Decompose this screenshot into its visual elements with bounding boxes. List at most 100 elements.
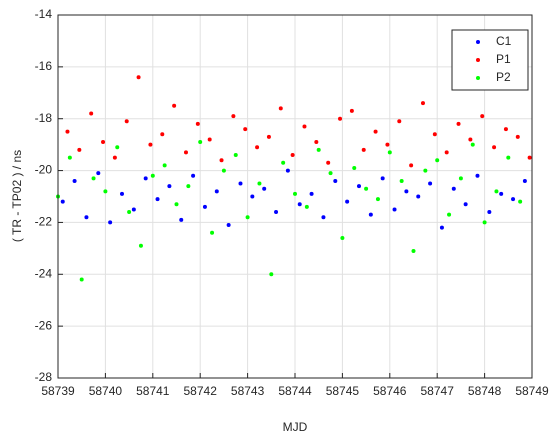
data-point <box>221 168 226 173</box>
data-point <box>269 272 274 277</box>
x-tick-label: 58747 <box>421 384 455 398</box>
data-point <box>492 145 497 150</box>
data-point <box>131 207 136 212</box>
data-point <box>321 215 326 220</box>
data-point <box>138 243 143 248</box>
data-point <box>115 145 120 150</box>
data-point <box>439 225 444 230</box>
data-point <box>112 155 117 160</box>
data-point <box>482 220 487 225</box>
data-point <box>444 150 449 155</box>
data-point <box>202 204 207 209</box>
data-point <box>167 184 172 189</box>
data-point <box>522 178 527 183</box>
data-point <box>119 191 124 196</box>
data-point <box>314 140 319 145</box>
data-point <box>60 199 65 204</box>
data-point <box>72 178 77 183</box>
data-point <box>198 140 203 145</box>
data-point <box>297 202 302 207</box>
data-point <box>349 108 354 113</box>
data-point <box>266 134 271 139</box>
data-point <box>411 248 416 253</box>
data-point <box>77 147 82 152</box>
data-point <box>79 277 84 282</box>
data-point <box>503 127 508 132</box>
data-point <box>475 173 480 178</box>
data-point <box>511 197 516 202</box>
y-tick-label: -28 <box>35 370 53 384</box>
data-point <box>84 215 89 220</box>
data-point <box>143 176 148 181</box>
data-point <box>226 223 231 228</box>
data-point <box>124 119 129 124</box>
data-point <box>397 119 402 124</box>
data-point <box>210 230 215 235</box>
data-point <box>458 176 463 181</box>
x-tick-label: 58742 <box>184 384 218 398</box>
data-point <box>278 106 283 111</box>
data-point <box>499 191 504 196</box>
y-tick-label: -20 <box>35 163 53 177</box>
data-point <box>423 168 428 173</box>
x-tick-label: 58745 <box>326 384 360 398</box>
data-point <box>309 191 314 196</box>
data-point <box>255 145 260 150</box>
data-point <box>281 160 286 165</box>
data-point <box>380 176 385 181</box>
data-point <box>468 137 473 142</box>
data-point <box>304 204 309 209</box>
x-tick-label: 58743 <box>231 384 265 398</box>
data-point <box>231 114 236 119</box>
data-point <box>456 121 461 126</box>
data-point <box>385 142 390 147</box>
axes-box <box>57 14 533 379</box>
x-tick-label: 58746 <box>373 384 407 398</box>
data-point <box>428 181 433 186</box>
y-axis-label: ( TR - TP02 ) / ns <box>10 150 24 242</box>
data-point <box>89 111 94 116</box>
data-point <box>127 210 132 215</box>
data-point <box>326 160 331 165</box>
data-point <box>250 194 255 199</box>
x-tick-label: 58739 <box>41 384 75 398</box>
legend-marker <box>476 58 480 62</box>
data-point <box>364 186 369 191</box>
x-tick-label: 58740 <box>89 384 123 398</box>
data-point <box>219 158 224 163</box>
x-tick-label: 58744 <box>278 384 312 398</box>
legend-box <box>451 29 529 91</box>
data-point <box>148 142 153 147</box>
x-axis-label: MJD <box>283 420 308 434</box>
data-point <box>91 176 96 181</box>
legend-marker <box>476 76 480 80</box>
data-point <box>183 150 188 155</box>
data-point <box>515 134 520 139</box>
data-point <box>195 121 200 126</box>
x-tick-label: 58749 <box>515 384 549 398</box>
data-point <box>172 103 177 108</box>
data-point <box>108 220 113 225</box>
data-point <box>238 181 243 186</box>
data-point <box>245 215 250 220</box>
data-point <box>494 189 499 194</box>
data-point <box>432 132 437 137</box>
data-point <box>155 197 160 202</box>
data-point <box>409 163 414 168</box>
y-tick-label: -24 <box>35 266 53 280</box>
data-point <box>150 173 155 178</box>
data-point <box>451 186 456 191</box>
data-point <box>399 178 404 183</box>
legend-label: P1 <box>496 52 511 66</box>
data-point <box>96 171 101 176</box>
data-point <box>392 207 397 212</box>
legend-label: P2 <box>496 70 511 84</box>
y-tick-label: -16 <box>35 59 53 73</box>
data-point <box>293 191 297 196</box>
data-point <box>257 181 262 186</box>
data-point <box>285 168 290 173</box>
data-point <box>435 158 440 163</box>
data-point <box>338 116 343 121</box>
x-tick-label: 58741 <box>136 384 170 398</box>
data-point <box>328 171 333 176</box>
